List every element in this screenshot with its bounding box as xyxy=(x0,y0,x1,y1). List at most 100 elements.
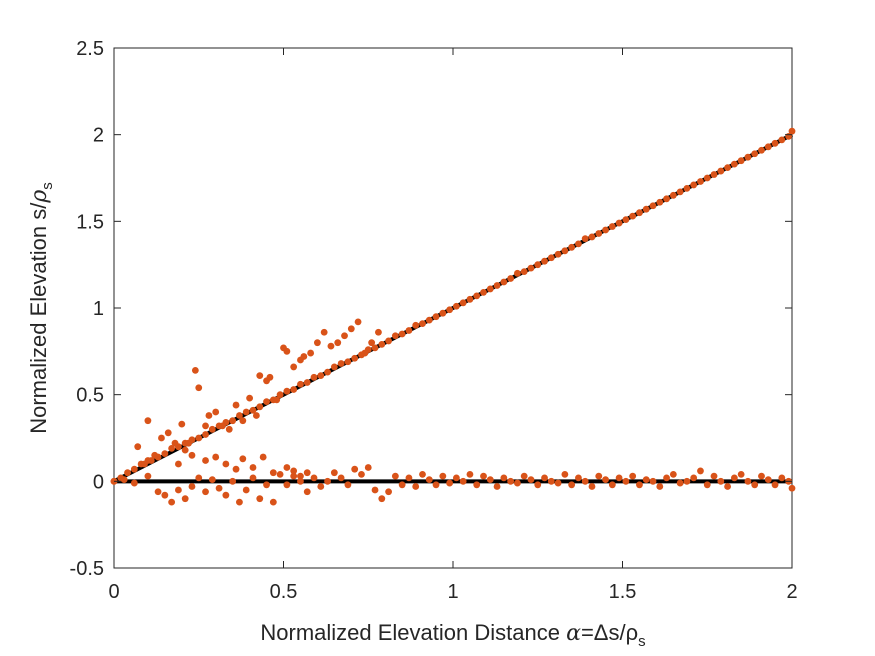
data-point xyxy=(432,481,440,489)
data-point xyxy=(541,474,548,482)
data-point xyxy=(161,450,169,457)
data-point xyxy=(330,363,338,371)
data-point xyxy=(547,477,555,485)
data-point xyxy=(717,477,725,485)
data-point xyxy=(788,484,796,492)
data-point xyxy=(710,472,718,480)
data-point xyxy=(676,188,684,196)
data-point xyxy=(398,330,406,338)
data-point xyxy=(405,327,413,334)
data-point xyxy=(124,469,131,477)
data-point xyxy=(202,457,209,464)
data-point xyxy=(229,477,237,485)
data-point xyxy=(222,491,230,499)
data-point xyxy=(710,171,718,178)
data-point xyxy=(341,332,348,340)
data-point xyxy=(354,318,362,326)
data-point xyxy=(520,472,528,480)
data-point xyxy=(717,167,725,175)
data-point xyxy=(208,476,216,483)
data-point xyxy=(439,309,447,317)
data-point xyxy=(297,380,304,388)
data-point xyxy=(432,313,440,321)
data-point xyxy=(283,387,291,395)
data-point xyxy=(242,408,250,416)
data-point xyxy=(534,481,542,489)
data-point xyxy=(581,235,589,243)
data-point xyxy=(269,498,277,506)
data-point xyxy=(730,474,738,482)
data-point xyxy=(676,479,684,487)
data-point xyxy=(300,353,308,360)
data-point xyxy=(263,398,270,405)
data-point xyxy=(188,483,196,490)
data-point xyxy=(656,198,664,206)
x-axis-label-sub: s xyxy=(638,633,646,650)
data-point xyxy=(144,417,152,425)
data-point xyxy=(439,472,447,480)
data-point xyxy=(290,467,298,475)
data-point xyxy=(778,136,786,144)
x-tick-label: 1 xyxy=(447,581,458,603)
data-point xyxy=(568,243,576,251)
data-point xyxy=(283,481,291,489)
data-point xyxy=(202,488,209,496)
data-point xyxy=(334,339,342,347)
data-point xyxy=(239,455,247,463)
data-point xyxy=(608,481,616,489)
data-point xyxy=(507,477,515,485)
data-point xyxy=(778,474,786,482)
data-point xyxy=(615,474,623,482)
data-point xyxy=(361,349,369,357)
data-point xyxy=(602,226,609,234)
y-tick-label: 2.5 xyxy=(76,38,104,60)
data-point xyxy=(310,474,318,482)
y-tick-label: 1.5 xyxy=(76,211,104,233)
data-point xyxy=(758,472,765,480)
y-axis-ticks: -0.5 0 0.5 1 1.5 2 2.5 xyxy=(70,38,792,580)
data-point xyxy=(195,474,203,482)
data-point xyxy=(703,481,711,489)
data-point xyxy=(269,469,277,477)
data-point xyxy=(534,261,542,269)
data-point xyxy=(425,316,433,324)
data-point xyxy=(290,386,298,393)
data-point xyxy=(547,254,555,262)
data-point xyxy=(232,401,240,409)
data-point xyxy=(283,347,291,355)
data-point xyxy=(327,342,335,350)
data-point xyxy=(141,460,148,468)
data-point xyxy=(297,472,304,480)
data-point xyxy=(486,285,494,293)
data-point xyxy=(178,420,186,428)
data-point xyxy=(737,471,745,478)
data-point xyxy=(219,422,226,430)
data-point xyxy=(575,474,582,482)
data-point xyxy=(737,157,745,165)
data-point xyxy=(307,349,315,357)
data-point xyxy=(212,408,220,416)
data-point xyxy=(188,451,196,459)
data-point xyxy=(642,476,650,483)
data-point xyxy=(622,477,630,485)
data-point xyxy=(744,153,752,161)
data-point xyxy=(724,483,731,490)
data-point xyxy=(236,412,243,419)
x-tick-label: 0 xyxy=(108,581,119,603)
data-point xyxy=(202,422,209,430)
data-point xyxy=(514,479,521,487)
data-point xyxy=(371,344,379,352)
data-point xyxy=(656,483,664,490)
data-point xyxy=(683,185,691,192)
data-point xyxy=(303,469,311,477)
y-tick-label: -0.5 xyxy=(70,558,104,580)
data-point xyxy=(751,150,759,158)
data-point xyxy=(205,412,213,419)
data-point xyxy=(249,474,257,482)
x-tick-label: 2 xyxy=(786,581,797,603)
data-point xyxy=(602,476,609,483)
data-point xyxy=(358,471,365,478)
x-tick-label: 1.5 xyxy=(609,581,637,603)
y-tick-label: 1 xyxy=(93,298,104,320)
data-point xyxy=(466,471,474,478)
